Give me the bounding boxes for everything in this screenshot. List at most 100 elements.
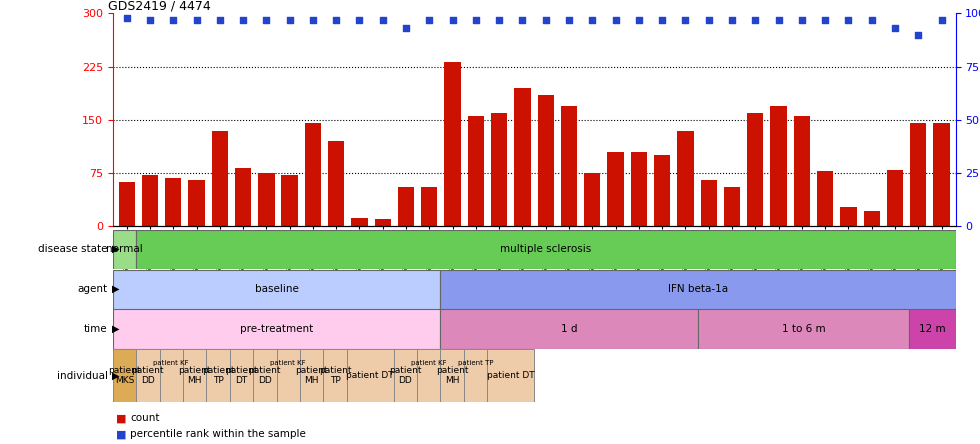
Bar: [817, 171, 833, 226]
Bar: [698, 309, 908, 349]
Text: 1 to 6 m: 1 to 6 m: [781, 324, 825, 334]
Bar: [136, 349, 160, 402]
Bar: [258, 173, 274, 226]
Point: [562, 16, 577, 23]
Bar: [440, 270, 956, 309]
Bar: [119, 182, 135, 226]
Bar: [464, 349, 487, 402]
Text: count: count: [130, 413, 160, 423]
Point: [910, 31, 926, 38]
Text: patient
MH: patient MH: [178, 366, 211, 385]
Bar: [677, 131, 694, 226]
Bar: [863, 211, 880, 226]
Bar: [910, 123, 926, 226]
Text: ▶: ▶: [112, 324, 120, 334]
Bar: [887, 170, 904, 226]
Bar: [398, 187, 415, 226]
Text: IFN beta-1a: IFN beta-1a: [668, 284, 728, 294]
Point: [655, 16, 670, 23]
Text: baseline: baseline: [255, 284, 299, 294]
Bar: [584, 173, 601, 226]
Text: disease state: disease state: [38, 244, 108, 254]
Point: [445, 16, 461, 23]
Text: normal: normal: [106, 244, 143, 254]
Text: agent: agent: [77, 284, 108, 294]
Text: ▶: ▶: [112, 284, 120, 294]
Bar: [608, 152, 623, 226]
Text: patient DT: patient DT: [346, 371, 394, 380]
Point: [887, 25, 903, 32]
Point: [748, 16, 763, 23]
Bar: [770, 106, 787, 226]
Bar: [142, 175, 158, 226]
Bar: [440, 309, 698, 349]
Text: patient
MKS: patient MKS: [108, 366, 141, 385]
Bar: [305, 123, 321, 226]
Point: [398, 25, 414, 32]
Point: [189, 16, 205, 23]
Bar: [840, 206, 857, 226]
Text: multiple sclerosis: multiple sclerosis: [500, 244, 592, 254]
Point: [282, 16, 298, 23]
Bar: [794, 116, 810, 226]
Bar: [113, 230, 136, 269]
Text: patient
TP: patient TP: [202, 366, 234, 385]
Point: [421, 16, 437, 23]
Bar: [724, 187, 740, 226]
Bar: [347, 349, 394, 402]
Point: [794, 16, 809, 23]
Point: [352, 16, 368, 23]
Text: patient
MH: patient MH: [436, 366, 468, 385]
Point: [235, 16, 251, 23]
Bar: [165, 178, 181, 226]
Bar: [207, 349, 229, 402]
Bar: [229, 349, 253, 402]
Bar: [300, 349, 323, 402]
Bar: [654, 155, 670, 226]
Bar: [631, 152, 647, 226]
Bar: [514, 88, 530, 226]
Bar: [538, 95, 554, 226]
Bar: [281, 175, 298, 226]
Point: [631, 16, 647, 23]
Point: [468, 16, 484, 23]
Text: time: time: [84, 324, 108, 334]
Bar: [113, 270, 440, 309]
Point: [212, 16, 227, 23]
Bar: [183, 349, 207, 402]
Point: [701, 16, 716, 23]
Text: ■: ■: [116, 413, 126, 423]
Point: [584, 16, 600, 23]
Bar: [487, 349, 534, 402]
Bar: [352, 218, 368, 226]
Point: [328, 16, 344, 23]
Bar: [467, 116, 484, 226]
Text: 1 d: 1 d: [561, 324, 577, 334]
Text: pre-treatment: pre-treatment: [240, 324, 314, 334]
Point: [863, 16, 879, 23]
Point: [934, 16, 950, 23]
Text: patient KF: patient KF: [411, 360, 447, 365]
Point: [305, 16, 320, 23]
Point: [166, 16, 181, 23]
Text: patient
DD: patient DD: [249, 366, 281, 385]
Text: patient TP: patient TP: [458, 360, 493, 365]
Bar: [328, 141, 344, 226]
Point: [259, 16, 274, 23]
Point: [538, 16, 554, 23]
Point: [514, 16, 530, 23]
Text: patient
DD: patient DD: [131, 366, 164, 385]
Bar: [276, 349, 300, 402]
Point: [119, 14, 134, 21]
Text: patient DT: patient DT: [487, 371, 534, 380]
Bar: [374, 219, 391, 226]
Text: patient
DT: patient DT: [225, 366, 258, 385]
Point: [375, 16, 391, 23]
Point: [142, 16, 158, 23]
Text: ■: ■: [116, 429, 126, 439]
Bar: [440, 349, 464, 402]
Bar: [323, 349, 347, 402]
Text: individual: individual: [57, 371, 108, 381]
Bar: [747, 113, 763, 226]
Bar: [113, 309, 440, 349]
